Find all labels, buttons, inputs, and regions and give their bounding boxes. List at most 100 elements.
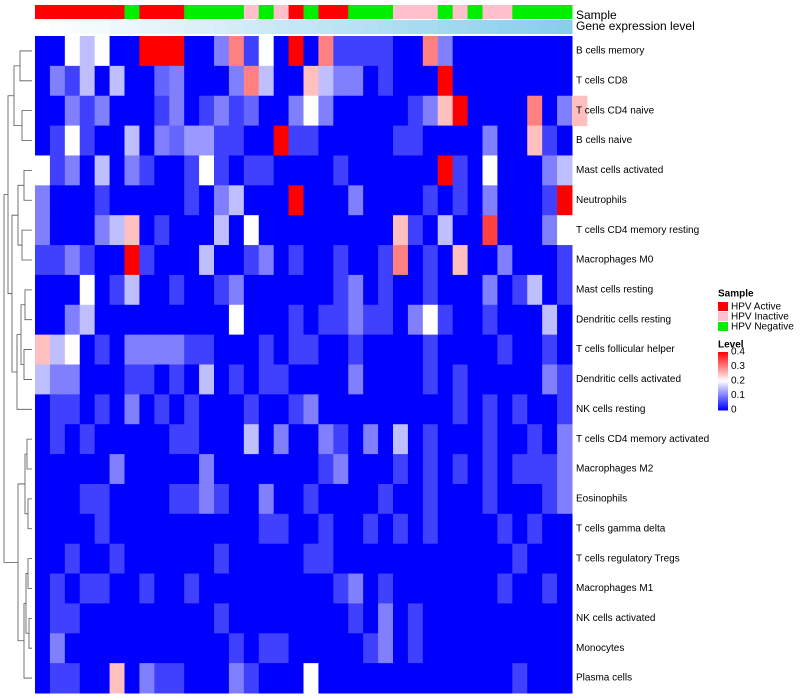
heatmap-cell — [378, 543, 394, 575]
heatmap-cell — [393, 454, 409, 485]
heatmap-cell — [437, 573, 454, 604]
heatmap-cell — [437, 663, 454, 694]
heatmap-cell — [64, 513, 81, 545]
heatmap-cell — [527, 65, 543, 97]
heatmap-cell — [49, 543, 66, 575]
sample-annotation-cell — [124, 5, 140, 19]
heatmap-cell — [49, 215, 66, 246]
colorbar-segment — [718, 369, 728, 372]
dendrogram-link — [23, 349, 32, 380]
heatmap-cell — [35, 603, 51, 634]
heatmap-cell — [422, 454, 439, 485]
heatmap-cell — [333, 424, 349, 455]
heatmap-cell — [482, 633, 498, 664]
heatmap-cell — [199, 215, 215, 246]
heatmap-cell — [333, 633, 349, 664]
colorbar-segment — [718, 356, 728, 359]
expression-annotation-cell — [482, 20, 498, 34]
colorbar-segment — [718, 378, 728, 381]
heatmap-cell — [467, 633, 483, 664]
heatmap-cell — [64, 663, 81, 694]
heatmap-cell — [94, 274, 111, 306]
expression-annotation-cell — [467, 20, 483, 34]
expression-track-label: Gene expression level — [576, 19, 695, 33]
heatmap-cell — [258, 424, 275, 455]
heatmap-cell — [214, 245, 230, 276]
heatmap-cell — [243, 454, 260, 485]
heatmap-cell — [49, 483, 66, 515]
heatmap-cell — [169, 95, 185, 127]
heatmap-cell — [422, 424, 439, 455]
heatmap-cell — [333, 483, 349, 515]
heatmap-cell — [452, 364, 469, 395]
heatmap-cell — [184, 603, 200, 634]
heatmap-cell — [303, 125, 319, 156]
sample-annotation-cell — [333, 5, 349, 19]
heatmap-cell — [154, 483, 170, 515]
heatmap-cell — [452, 95, 469, 127]
heatmap-cell — [393, 543, 409, 575]
sample-annotation-cell — [214, 5, 230, 19]
heatmap-cell — [497, 304, 513, 336]
heatmap-cell — [482, 513, 498, 545]
heatmap-cell — [273, 424, 290, 455]
expression-annotation-cell — [452, 20, 469, 34]
heatmap-cell — [184, 483, 200, 515]
heatmap-cell — [169, 274, 185, 306]
heatmap-cell — [348, 364, 364, 395]
heatmap-cell — [512, 185, 528, 216]
expression-annotation-cell — [407, 20, 424, 34]
heatmap-cell — [109, 663, 125, 694]
heatmap-cell — [79, 334, 96, 365]
heatmap-cell — [378, 65, 394, 97]
heatmap-cell — [35, 394, 51, 425]
heatmap-cell — [243, 394, 260, 425]
heatmap-cell — [288, 95, 304, 127]
expression-annotation-cell — [363, 20, 379, 34]
heatmap-cell — [527, 334, 543, 365]
heatmap-cell — [258, 513, 275, 545]
heatmap-cell — [124, 245, 140, 276]
heatmap-cell — [363, 36, 379, 67]
heatmap-cell — [557, 95, 573, 127]
heatmap-cell — [199, 483, 215, 515]
heatmap-cell — [199, 633, 215, 664]
heatmap-cell — [109, 304, 125, 336]
expression-annotation-cell — [393, 20, 409, 34]
heatmap-cell — [363, 155, 379, 186]
heatmap-cell — [422, 334, 439, 365]
heatmap-cell — [35, 573, 51, 604]
heatmap-cell — [437, 454, 454, 485]
colorbar-segment — [718, 353, 728, 356]
heatmap-cell — [467, 36, 483, 67]
sample-annotation-cell — [467, 5, 483, 19]
row-label: T cells CD4 naive — [576, 105, 655, 116]
heatmap-cell — [35, 513, 51, 545]
heatmap-cell — [452, 394, 469, 425]
heatmap-cell — [228, 603, 245, 634]
heatmap-cell — [214, 95, 230, 127]
heatmap-cell — [243, 603, 260, 634]
heatmap-cell — [184, 304, 200, 336]
heatmap-cell — [35, 95, 51, 127]
heatmap-cell — [109, 513, 125, 545]
heatmap-cell — [542, 304, 558, 336]
heatmap-cell — [333, 573, 349, 604]
heatmap-cell — [333, 603, 349, 634]
heatmap-cell — [139, 573, 155, 604]
heatmap-cell — [35, 304, 51, 336]
heatmap-cell — [318, 95, 334, 127]
heatmap-cell — [139, 65, 155, 97]
heatmap-cell — [273, 454, 290, 485]
sample-track-label: Sample — [576, 8, 617, 22]
heatmap-cell — [407, 483, 424, 515]
heatmap-cell — [557, 215, 573, 246]
heatmap-cell — [482, 454, 498, 485]
heatmap-cell — [557, 513, 573, 545]
heatmap-cell — [228, 424, 245, 455]
heatmap-cell — [228, 215, 245, 246]
heatmap-cell — [333, 274, 349, 306]
heatmap-cell — [169, 304, 185, 336]
heatmap-cell — [139, 543, 155, 575]
heatmap-cell — [64, 543, 81, 575]
